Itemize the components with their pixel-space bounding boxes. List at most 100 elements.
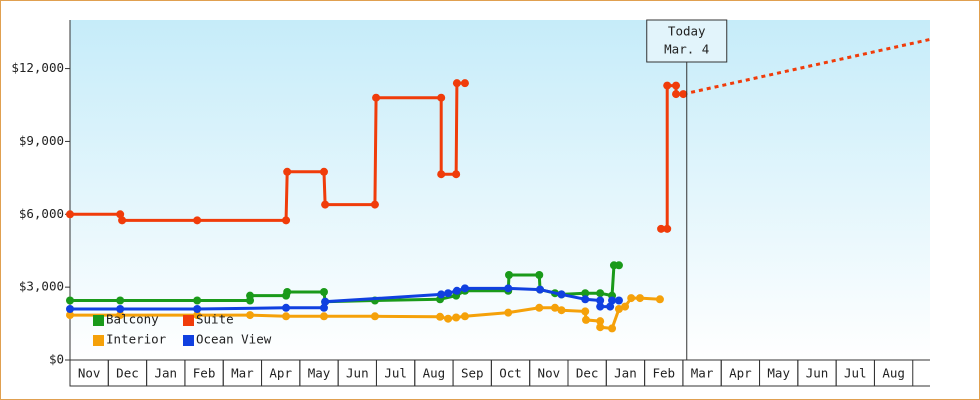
point [582, 315, 590, 324]
point [614, 305, 623, 313]
today-box [646, 19, 728, 63]
point [504, 284, 513, 293]
point [672, 81, 681, 90]
point [596, 289, 605, 298]
point [679, 90, 688, 99]
point [663, 81, 672, 90]
point [370, 200, 379, 209]
legend-swatch [93, 335, 104, 346]
x-tick-label: Mar [691, 366, 714, 381]
x-tick-label: May [308, 366, 331, 381]
legend-label: Balcony [106, 312, 159, 327]
x-tick-label: Dec [576, 366, 599, 381]
point [505, 271, 514, 279]
point [672, 90, 681, 99]
legend-label: Suite [196, 312, 234, 327]
point [581, 289, 590, 298]
legend-label: Interior [106, 332, 167, 347]
point [444, 289, 453, 298]
point [608, 324, 617, 333]
y-tick-label: $0 [49, 352, 64, 367]
point [636, 294, 645, 303]
point [282, 216, 291, 225]
point [66, 305, 74, 313]
point [460, 312, 469, 321]
point [581, 307, 590, 316]
point [319, 312, 328, 321]
x-tick-label: Dec [116, 366, 139, 381]
point [460, 284, 469, 293]
point [319, 167, 328, 176]
point [321, 200, 330, 209]
x-tick-label: Feb [193, 366, 216, 381]
x-tick-label: Nov [78, 366, 101, 381]
point [319, 288, 328, 296]
plot-area [70, 20, 930, 360]
y-tick-label: $9,000 [19, 133, 64, 148]
point [444, 314, 453, 323]
point [66, 210, 74, 219]
point [627, 294, 636, 303]
point [596, 317, 605, 326]
today-label: Mar. 4 [664, 42, 709, 57]
point [655, 295, 664, 304]
x-tick-label: Jun [346, 366, 369, 381]
point [550, 303, 559, 312]
point [596, 302, 605, 311]
x-tick-label: Mar [231, 366, 254, 381]
x-tick-label: Oct [499, 366, 522, 381]
legend-label: Ocean View [196, 332, 272, 347]
point [557, 306, 566, 315]
point [282, 312, 291, 321]
point [370, 312, 379, 321]
y-tick-label: $12,000 [11, 60, 64, 75]
point [319, 303, 328, 312]
point [437, 170, 446, 179]
point [621, 302, 630, 311]
point [116, 210, 125, 219]
point [282, 303, 291, 312]
point [614, 261, 623, 270]
point [66, 296, 74, 305]
point [452, 79, 461, 88]
point [193, 311, 202, 320]
point [606, 302, 615, 311]
point [614, 296, 623, 305]
point [581, 295, 590, 304]
x-tick-label: Jul [384, 366, 407, 381]
point [663, 224, 672, 233]
point [460, 79, 469, 88]
point [535, 271, 544, 279]
x-tick-label: Apr [729, 366, 752, 381]
point [193, 216, 202, 225]
point [116, 311, 125, 320]
point [118, 216, 127, 225]
month-box [873, 359, 914, 387]
point [504, 308, 513, 317]
point [536, 285, 545, 294]
x-tick-label: Feb [652, 366, 675, 381]
point [246, 311, 255, 320]
today-label: Today [668, 24, 706, 39]
point [321, 297, 330, 306]
point [116, 305, 125, 313]
point [657, 224, 666, 233]
point [116, 296, 125, 305]
point [452, 286, 461, 295]
x-tick-label: Jun [806, 366, 829, 381]
y-tick-label: $3,000 [19, 279, 64, 294]
point [596, 296, 605, 305]
point [436, 312, 445, 321]
legend-swatch [93, 315, 104, 326]
point [535, 303, 544, 312]
y-tick-label: $6,000 [19, 206, 64, 221]
point [437, 290, 446, 299]
x-tick-label: Jan [614, 366, 637, 381]
legend-swatch [183, 315, 194, 326]
x-tick-label: Apr [269, 366, 292, 381]
point [193, 305, 202, 313]
point [283, 167, 292, 176]
x-tick-label: Sep [461, 366, 484, 381]
point [452, 170, 461, 179]
